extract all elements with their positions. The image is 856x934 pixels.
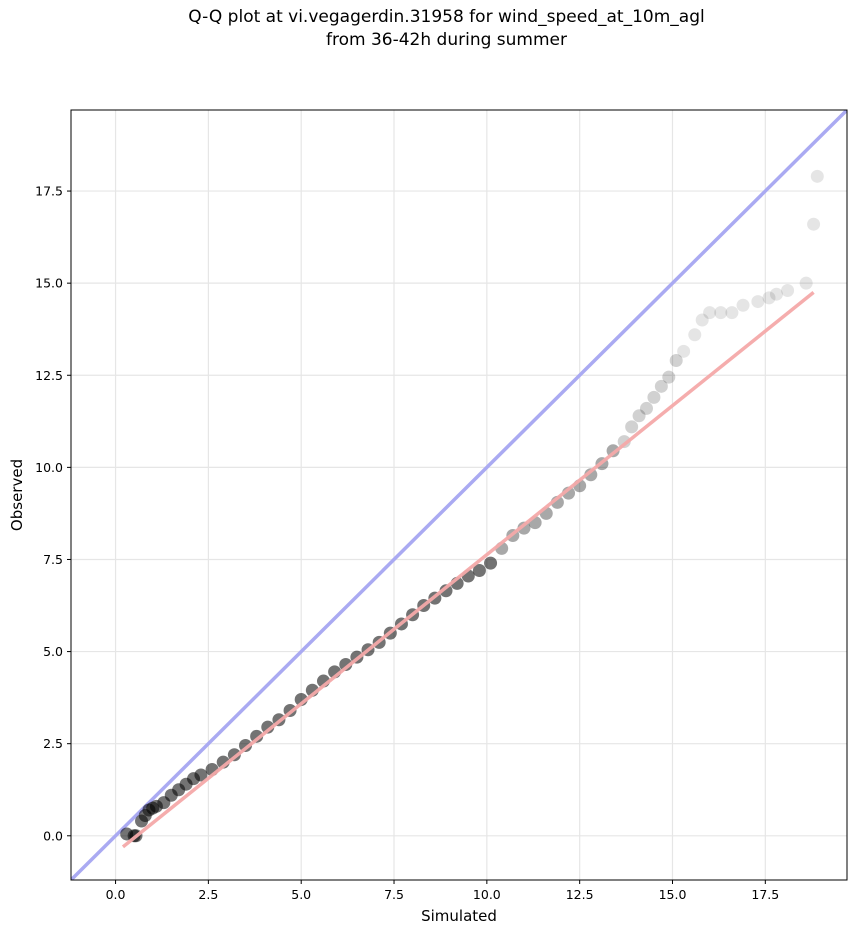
quantile-point — [439, 584, 453, 598]
y-tick-label: 12.5 — [35, 368, 63, 383]
quantile-point — [662, 370, 676, 384]
x-axis: 0.0 2.5 5.0 7.5 10.0 12.5 15.0 17.5 — [106, 880, 779, 902]
x-tick-label: 12.5 — [566, 887, 594, 902]
y-tick-label: 0.0 — [43, 828, 63, 843]
plot-frame — [70, 109, 848, 881]
quantile-point — [472, 564, 486, 578]
quantile-point — [654, 379, 668, 393]
quantile-point — [736, 298, 750, 312]
y-tick-label: 10.0 — [35, 460, 63, 475]
y-tick-label: 15.0 — [35, 276, 63, 291]
y-axis-label: Observed — [8, 459, 26, 531]
x-tick-label: 15.0 — [659, 887, 687, 902]
quantile-point — [261, 720, 275, 734]
chart-title: Q-Q plot at vi.vegagerdin.31958 for wind… — [0, 6, 856, 52]
quantile-point — [677, 344, 691, 358]
x-axis-label: Simulated — [421, 907, 497, 925]
quantile-point — [751, 295, 765, 309]
quantile-point — [807, 217, 821, 231]
quantile-point — [714, 306, 728, 320]
quantile-point — [762, 291, 776, 305]
x-tick-label: 2.5 — [198, 887, 218, 902]
quantile-point — [810, 169, 824, 183]
identity-line — [71, 110, 847, 880]
quantile-point — [669, 354, 683, 368]
quantile-point — [769, 287, 783, 301]
fit-line-layer — [121, 291, 815, 849]
quantile-point — [799, 276, 813, 290]
quantile-point — [517, 521, 531, 535]
quantile-point — [640, 401, 654, 415]
x-tick-label: 7.5 — [384, 887, 404, 902]
quantile-point — [194, 768, 208, 782]
quantile-point — [250, 729, 264, 743]
quantile-point — [725, 306, 739, 320]
y-tick-label: 17.5 — [35, 184, 63, 199]
x-tick-label: 17.5 — [751, 887, 779, 902]
y-tick-label: 7.5 — [43, 552, 63, 567]
quantile-point — [688, 328, 702, 342]
y-tick-label: 2.5 — [43, 736, 63, 751]
quantile-point — [647, 390, 661, 404]
quantile-point — [625, 420, 639, 434]
quantile-point — [584, 468, 598, 482]
chart-title-line-2: from 36-42h during summer — [326, 30, 567, 50]
quantile-point — [703, 306, 717, 320]
fit-line — [121, 291, 815, 849]
quantile-point — [632, 409, 646, 423]
y-tick-label: 5.0 — [43, 644, 63, 659]
quantile-point — [695, 313, 709, 327]
x-tick-label: 5.0 — [291, 887, 311, 902]
quantile-point — [781, 284, 795, 298]
quantile-point — [484, 556, 498, 570]
chart-title-line-1: Q-Q plot at vi.vegagerdin.31958 for wind… — [188, 7, 705, 27]
x-tick-label: 10.0 — [473, 887, 501, 902]
quantile-point — [339, 657, 353, 671]
x-tick-label: 0.0 — [106, 887, 126, 902]
y-axis: 0.0 2.5 5.0 7.5 10.0 12.5 15.0 17.5 — [35, 184, 71, 843]
grid — [71, 110, 847, 880]
quantile-point — [239, 739, 253, 753]
reference-lines — [71, 110, 847, 880]
